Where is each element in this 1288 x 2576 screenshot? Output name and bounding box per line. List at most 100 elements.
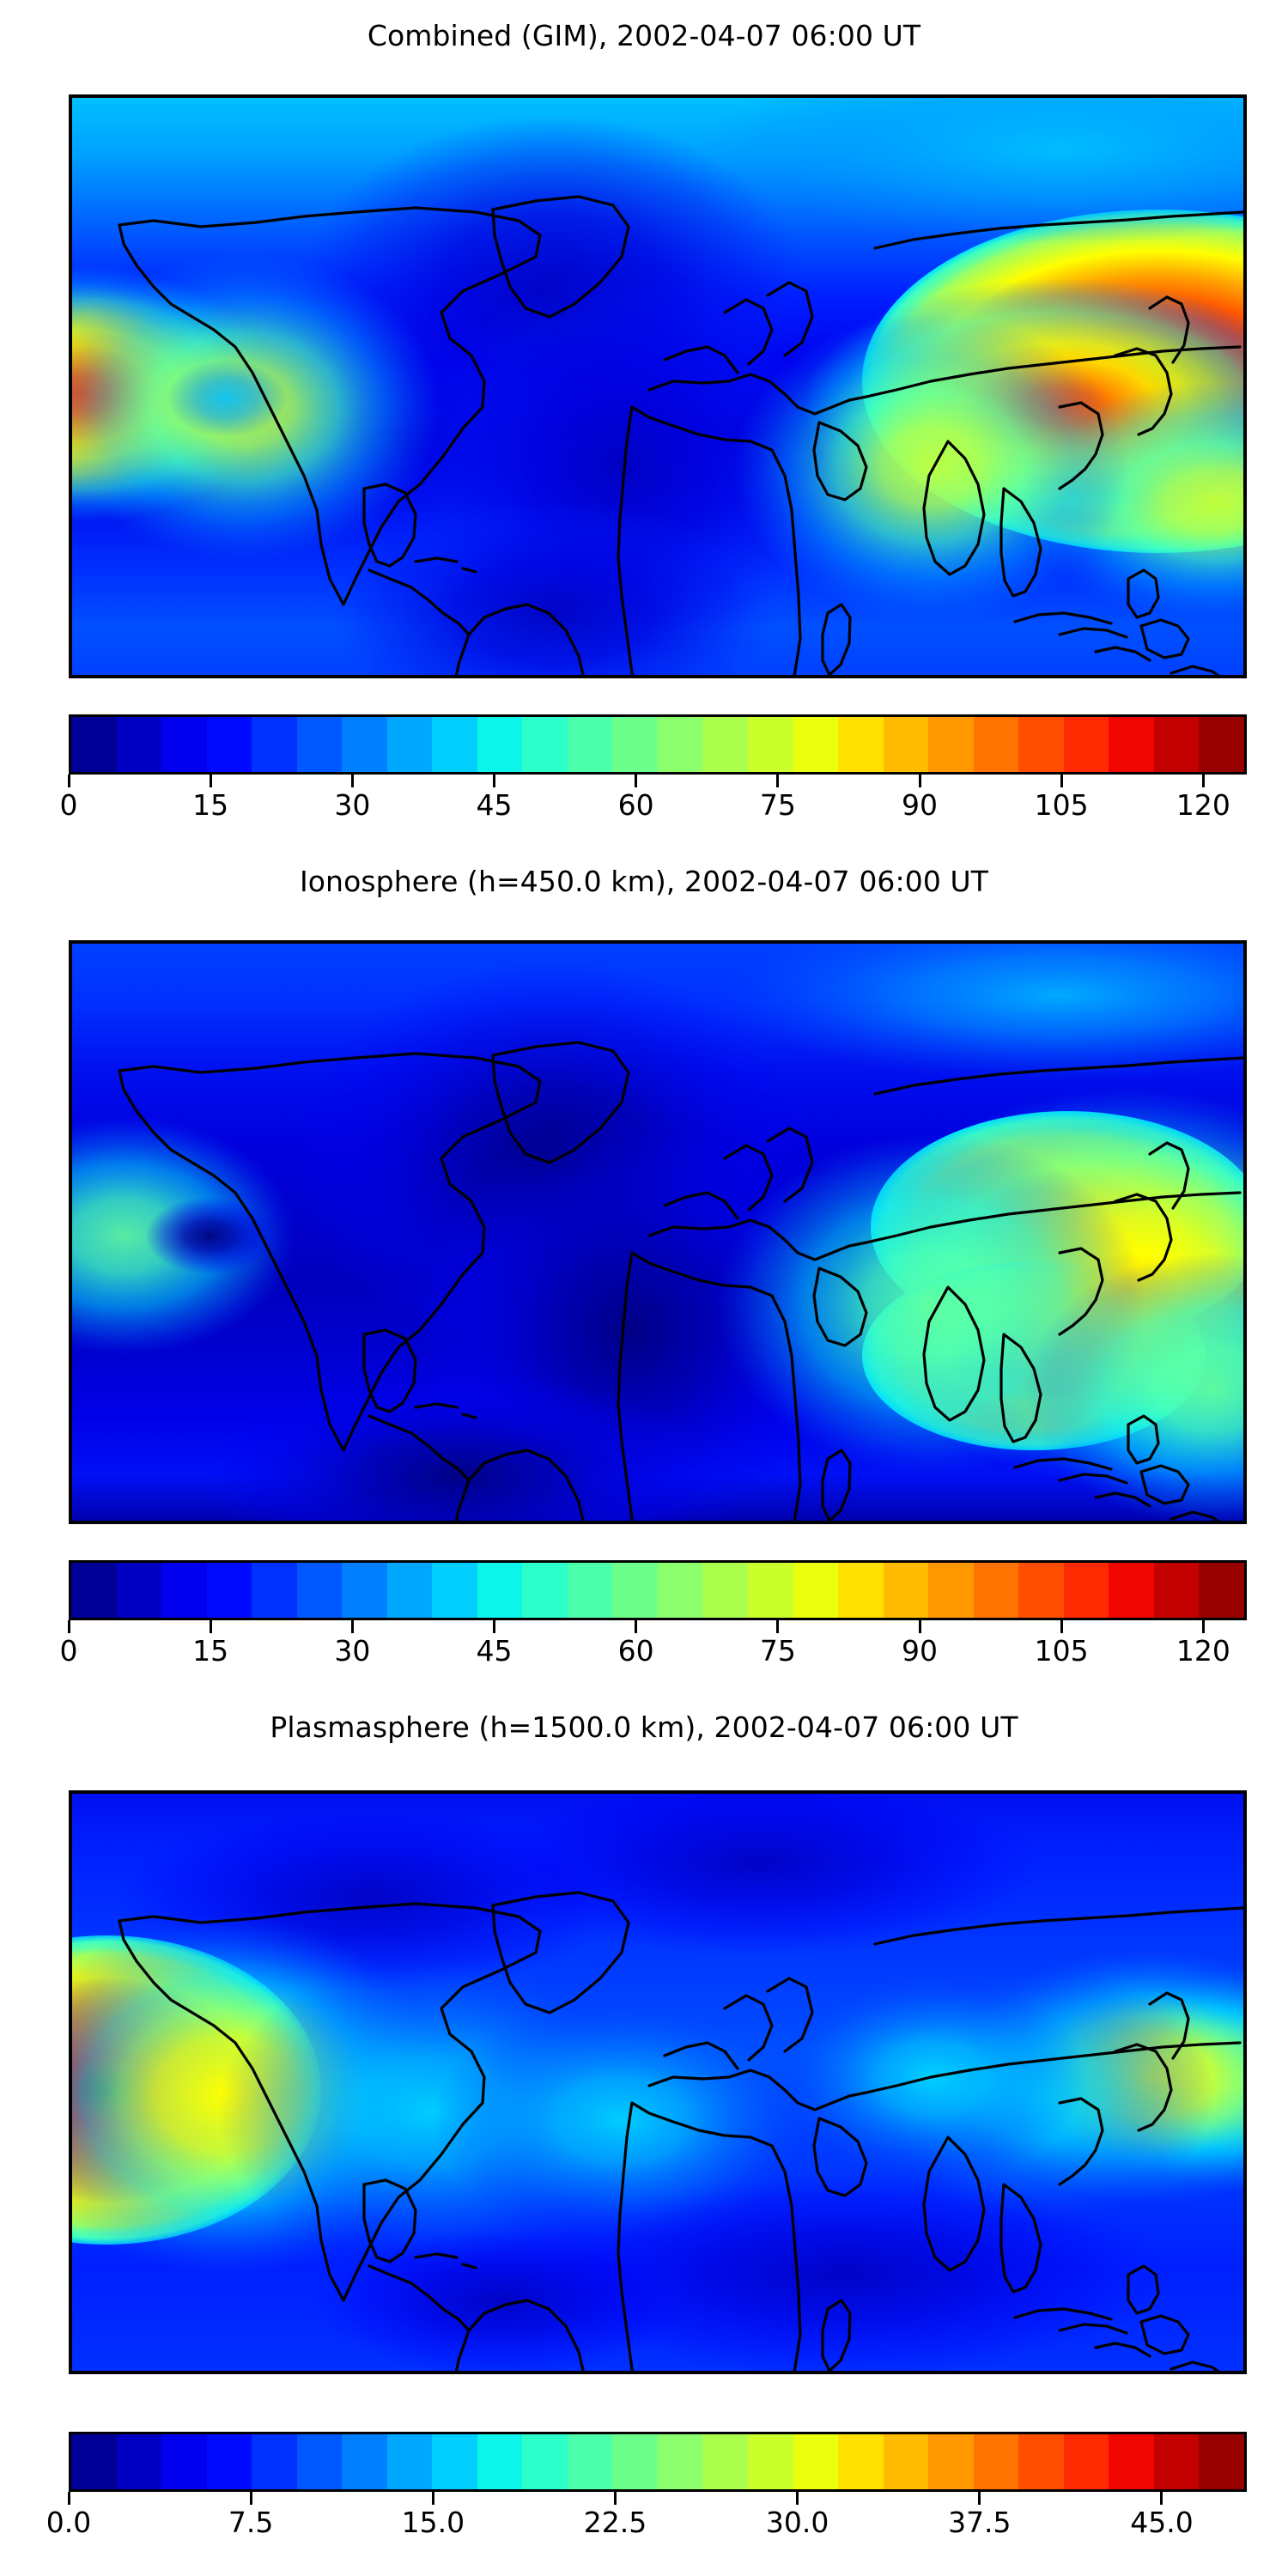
- colorbar-segment: [432, 717, 477, 772]
- colorbar-segment: [296, 1563, 343, 1618]
- field-indian-ocean: [733, 313, 1128, 622]
- colorbar-segment: [657, 2434, 703, 2489]
- colorbar-tick-mark: [1060, 1620, 1063, 1633]
- colorbar-segment: [747, 1563, 793, 1618]
- colorbar-ticks-ionosphere: [67, 1620, 1247, 1634]
- colorbar-tick-mark: [1160, 2492, 1163, 2505]
- map-canvas-ionosphere: [72, 944, 1243, 1521]
- colorbar-segment: [747, 717, 793, 772]
- coastlines-ionosphere: [118, 1041, 1243, 1521]
- colorbar-tick-label: 30: [334, 1634, 371, 1668]
- colorbar-tick-mark: [493, 1620, 495, 1633]
- colorbar-segment: [1199, 717, 1244, 772]
- colorbar-segment: [973, 2434, 1019, 2489]
- colorbar-tick-label: 7.5: [228, 2506, 274, 2539]
- colorbar-segment: [612, 717, 658, 772]
- colorbar-segment: [928, 717, 974, 772]
- colorbar-segment: [252, 1563, 297, 1618]
- colorbar-segment: [161, 1563, 207, 1618]
- colorbar-segment: [1018, 1563, 1064, 1618]
- colorbar-segment: [567, 717, 613, 772]
- panel-plasmasphere: Plasmasphere (h=1500.0 km), 2002-04-07 0…: [0, 1692, 1288, 2576]
- colorbar-segment: [522, 717, 568, 772]
- colorbar-tick-mark: [67, 775, 70, 787]
- colorbar-segment: [116, 1563, 162, 1618]
- colorbar-tick-mark: [613, 2492, 617, 2505]
- colorbar-segment: [386, 1563, 433, 1618]
- colorbar-labels-plasmasphere: 0.0 7.5 15.0 22.5 30.0 37.5 45.0: [46, 2506, 1247, 2545]
- colorbar-segment: [1063, 717, 1109, 772]
- colorbar-segment: [973, 1563, 1019, 1618]
- colorbar-segment: [657, 1563, 703, 1618]
- colorbar-tick-mark: [918, 775, 921, 787]
- colorbar-ticks-combined: [67, 775, 1247, 788]
- colorbar-segment: [793, 717, 839, 772]
- colorbar-segment: [161, 2434, 207, 2489]
- colorbar-segment: [1018, 717, 1064, 772]
- colorbar-tick-mark: [431, 2492, 434, 2505]
- colorbar-segment: [838, 717, 884, 772]
- colorbar-segment: [252, 717, 297, 772]
- colorbar-tick-label: 75: [759, 1634, 796, 1668]
- colorbar-segment: [838, 1563, 884, 1618]
- colorbar-tick-mark: [350, 1620, 354, 1633]
- colorbar-segment: [973, 717, 1019, 772]
- colorbar-segment: [1018, 2434, 1064, 2489]
- colorbar-tick-label: 15: [192, 1634, 229, 1668]
- colorbar-segment: [1199, 1563, 1244, 1618]
- colorbar-segment: [342, 717, 387, 772]
- colorbar-tick-label: 30: [334, 788, 371, 822]
- field-pacific-dip: [167, 360, 287, 437]
- colorbar-segment: [1109, 717, 1154, 772]
- colorbar-segment: [477, 1563, 523, 1618]
- colorbar-segment: [747, 2434, 793, 2489]
- colorbar-segment: [1153, 1563, 1200, 1618]
- colorbar-segment: [1153, 717, 1200, 772]
- colorbar-tick-label: 37.5: [948, 2506, 1012, 2539]
- colorbar-bar-ionosphere: [69, 1560, 1247, 1620]
- colorbar-segment: [296, 2434, 343, 2489]
- colorbar-tick-mark: [796, 2492, 799, 2505]
- colorbar-segment: [657, 717, 703, 772]
- map-plasmasphere: [69, 1790, 1247, 2374]
- colorbar-tick-mark: [493, 775, 495, 787]
- colorbar-tick-label: 90: [902, 788, 938, 822]
- colorbar-tick-label: 120: [1176, 1634, 1230, 1668]
- colorbar-tick-label: 105: [1034, 788, 1089, 822]
- colorbar-segment: [116, 2434, 162, 2489]
- colorbar-segment: [702, 717, 748, 772]
- colorbar-labels-combined: 0 15 30 45 60 75 90 105 120: [60, 788, 1247, 828]
- colorbar-tick-label: 22.5: [583, 2506, 647, 2539]
- field-satlantic-halo: [433, 2000, 811, 2240]
- colorbar-tick-mark: [67, 2492, 70, 2505]
- colorbar-tick-mark: [635, 1620, 638, 1633]
- colorbar-segment: [206, 1563, 252, 1618]
- colorbar-segment: [1199, 2434, 1244, 2489]
- colorbar-tick-label: 30.0: [765, 2506, 829, 2539]
- colorbar-segment: [702, 1563, 748, 1618]
- colorbar-segment: [116, 717, 162, 772]
- colorbar-segment: [522, 1563, 568, 1618]
- colorbar-segment: [567, 2434, 613, 2489]
- colorbar-segment: [161, 717, 207, 772]
- colorbar-segment: [838, 2434, 884, 2489]
- colorbar-segment: [477, 717, 523, 772]
- map-ionosphere: [69, 940, 1247, 1524]
- colorbar-segment: [342, 2434, 387, 2489]
- colorbar-segment: [342, 1563, 387, 1618]
- colorbar-tick-mark: [350, 775, 354, 787]
- colorbar-tick-mark: [1060, 775, 1063, 787]
- colorbar-tick-mark: [209, 1620, 212, 1633]
- colorbar-segment: [612, 1563, 658, 1618]
- colorbar-tick-label: 0: [59, 1634, 78, 1668]
- field-low-southern: [330, 501, 776, 675]
- colorbar-segment: [928, 2434, 974, 2489]
- colorbar-tick-label: 0: [59, 788, 78, 822]
- colorbar-segment: [1109, 2434, 1154, 2489]
- colorbar-segment: [432, 1563, 477, 1618]
- colorbar-tick-mark: [776, 775, 780, 787]
- colorbar-plasmasphere: 0.0 7.5 15.0 22.5 30.0 37.5 45.0: [46, 2432, 1247, 2545]
- colorbar-tick-mark: [635, 775, 638, 787]
- colorbar-segment: [386, 2434, 433, 2489]
